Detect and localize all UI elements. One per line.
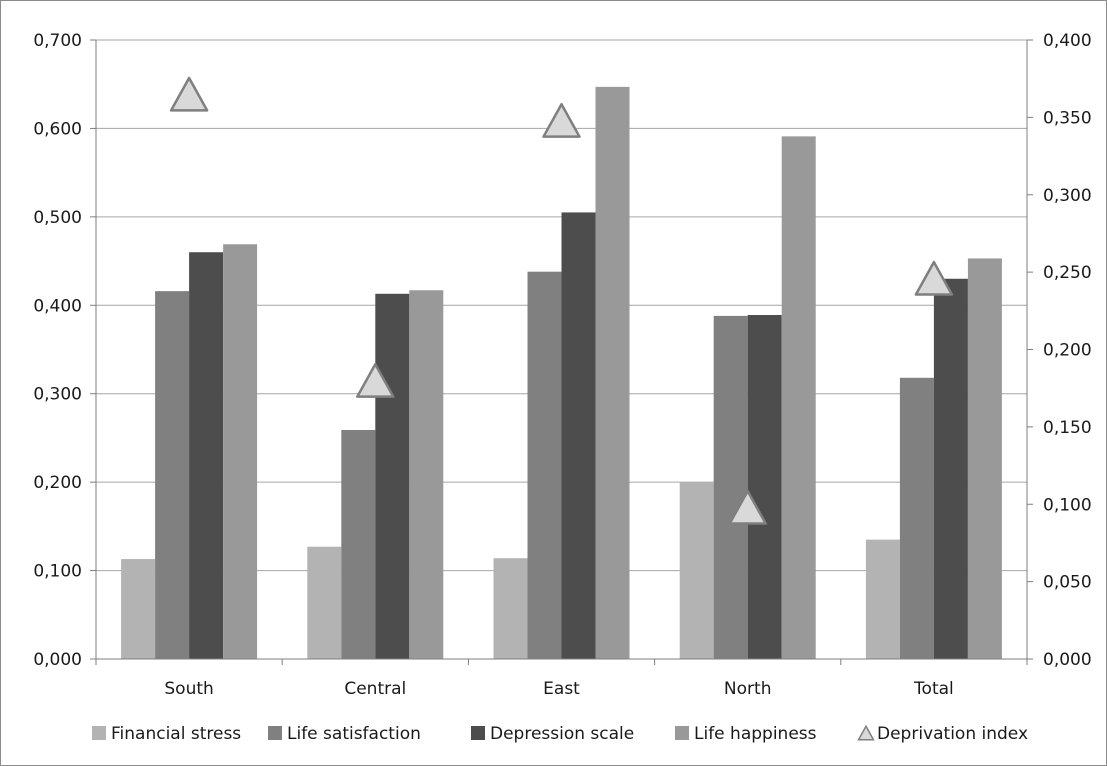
- bar-depression-scale: [189, 252, 224, 659]
- x-axis-category-label: South: [164, 679, 213, 699]
- left-axis-tick-label: 0,500: [33, 208, 82, 228]
- legend-label-life-happiness: Life happiness: [694, 724, 817, 744]
- legend-label-life-satisfaction: Life satisfaction: [287, 724, 421, 744]
- x-axis-category-label: Central: [344, 679, 406, 699]
- bar-financial-stress: [307, 546, 342, 659]
- bar-financial-stress: [493, 558, 528, 659]
- right-axis-tick-label: 0,050: [1043, 573, 1092, 593]
- legend-swatch-financial-stress: [92, 726, 106, 740]
- bar-depression-scale: [933, 278, 968, 659]
- bar-financial-stress: [865, 539, 900, 659]
- bar-financial-stress: [121, 559, 156, 659]
- marker-deprivation-index: [542, 103, 581, 138]
- bar-life-satisfaction: [341, 429, 376, 659]
- left-axis-tick-label: 0,300: [33, 385, 82, 405]
- bar-life-happiness: [409, 290, 444, 659]
- bar-depression-scale: [375, 293, 410, 659]
- bar-life-satisfaction: [155, 291, 190, 659]
- legend-label-depression-scale: Depression scale: [490, 724, 634, 744]
- legend-swatch-deprivation-index: [857, 724, 875, 741]
- right-axis-tick-label: 0,150: [1043, 418, 1092, 438]
- right-axis-tick-label: 0,300: [1043, 186, 1092, 206]
- marker-deprivation-index: [914, 260, 954, 296]
- bar-life-happiness: [781, 136, 816, 659]
- legend-label-financial-stress: Financial stress: [111, 724, 241, 744]
- left-axis-tick-label: 0,200: [33, 473, 82, 493]
- legend-label-deprivation-index: Deprivation index: [877, 724, 1028, 744]
- bar-depression-scale: [747, 315, 782, 659]
- right-axis-tick-label: 0,350: [1043, 108, 1092, 128]
- marker-deprivation-index: [169, 76, 209, 112]
- bar-life-happiness: [967, 258, 1002, 659]
- right-axis-tick-label: 0,250: [1043, 263, 1092, 283]
- legend-swatch-life-happiness: [675, 726, 689, 740]
- right-axis-tick-label: 0,100: [1043, 495, 1092, 515]
- x-axis-category-label: Total: [913, 679, 954, 699]
- bar-life-happiness: [595, 86, 630, 660]
- left-axis-tick-label: 0,400: [33, 296, 82, 316]
- right-axis-tick-label: 0,200: [1043, 341, 1092, 361]
- x-axis-category-label: East: [543, 679, 580, 699]
- x-axis-category-label: North: [724, 679, 772, 699]
- bar-financial-stress: [679, 482, 714, 659]
- legend-swatch-life-satisfaction: [268, 726, 282, 740]
- bar-life-satisfaction: [527, 271, 562, 659]
- left-axis-tick-label: 0,000: [33, 650, 82, 670]
- marker-deprivation-index: [728, 489, 767, 525]
- left-axis-tick-label: 0,700: [33, 31, 82, 51]
- left-axis-tick-label: 0,600: [33, 119, 82, 139]
- bar-life-satisfaction: [713, 315, 748, 659]
- legend-swatch-depression-scale: [471, 726, 485, 740]
- right-axis-tick-label: 0,000: [1043, 650, 1092, 670]
- bar-depression-scale: [561, 212, 596, 659]
- bar-life-happiness: [223, 244, 258, 659]
- left-axis-tick-label: 0,100: [33, 562, 82, 582]
- marker-deprivation-index: [356, 363, 395, 398]
- bar-life-satisfaction: [899, 377, 934, 659]
- right-axis-tick-label: 0,400: [1043, 31, 1092, 51]
